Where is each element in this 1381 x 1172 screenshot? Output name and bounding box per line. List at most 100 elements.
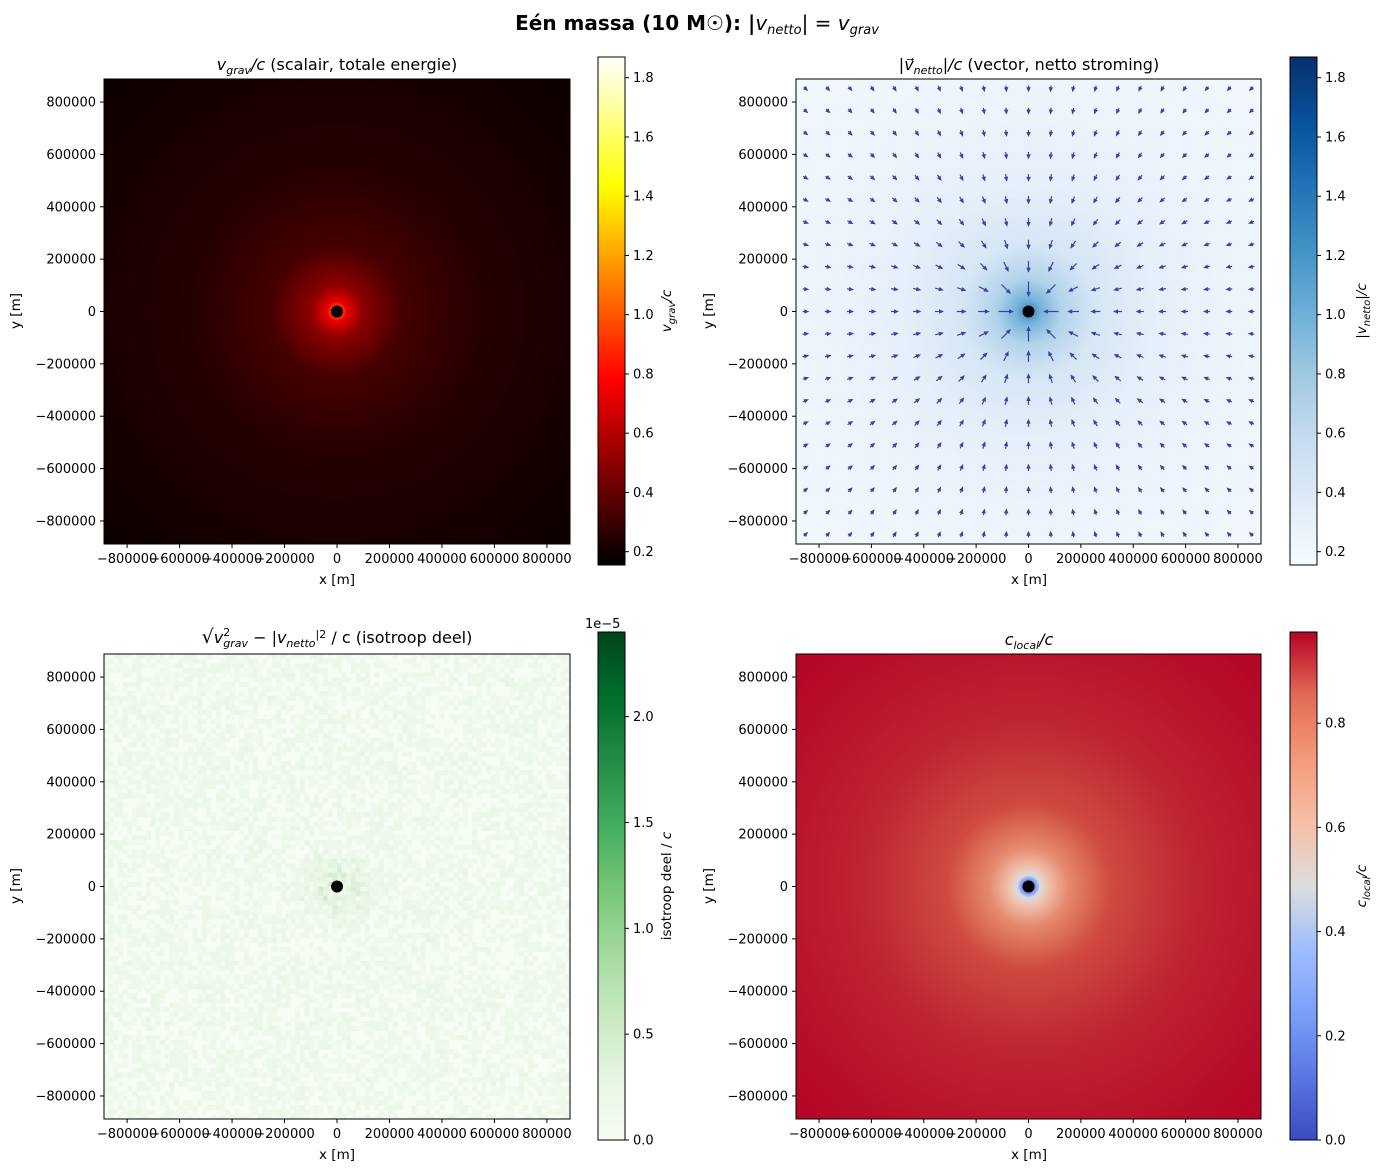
- quiver-arrow: [981, 486, 986, 494]
- quiver-arrow: [1181, 398, 1188, 404]
- colorbar-tick-label: 1.2: [1325, 249, 1346, 264]
- quiver-arrow: [802, 376, 810, 381]
- quiver-arrow: [869, 152, 876, 159]
- quiver-arrow: [1069, 352, 1078, 361]
- y-tick-label: −800000: [727, 514, 788, 529]
- quiver-arrow: [956, 331, 967, 336]
- quiver-arrow: [1137, 420, 1143, 426]
- y-tick-label: 200000: [738, 253, 788, 268]
- quiver-arrow: [1091, 263, 1100, 270]
- panel-vnetto: |v⃗netto|/c (vector, netto stroming) −80…: [701, 55, 1373, 588]
- quiver-arrow: [913, 309, 922, 314]
- y-tick-label: 400000: [46, 775, 96, 790]
- quiver-arrow: [935, 264, 944, 269]
- quiver-arrow: [1114, 375, 1122, 382]
- quiver-arrow: [1003, 441, 1009, 450]
- y-axis-label: y [m]: [8, 868, 24, 904]
- colorbar-tick-label: 0.8: [633, 367, 654, 382]
- quiver-arrow: [824, 219, 832, 224]
- quiver-arrow: [981, 463, 986, 471]
- quiver-arrow: [1116, 107, 1121, 115]
- quiver-arrow: [1026, 85, 1031, 93]
- quiver-arrow: [869, 509, 875, 515]
- quiver-arrow: [1203, 354, 1211, 359]
- quiver-arrow: [892, 531, 897, 538]
- quiver-arrow: [1247, 286, 1255, 292]
- quiver-arrow: [1136, 242, 1144, 247]
- quiver-arrow: [1248, 531, 1254, 537]
- quiver-arrow: [825, 531, 831, 537]
- quiver-arrow: [1226, 130, 1232, 136]
- x-tick-label: 0: [333, 1127, 341, 1142]
- colorbar-tick-label: 0.4: [1325, 486, 1346, 501]
- quiver-arrow: [1158, 264, 1166, 269]
- quiver-arrow: [1115, 196, 1121, 204]
- quiver-arrow: [1203, 264, 1211, 269]
- quiver-arrow: [1116, 130, 1121, 137]
- quiver-arrow: [824, 376, 832, 381]
- quiver-arrow: [998, 309, 1014, 314]
- quiver-arrow: [847, 130, 853, 136]
- quiver-arrow: [1071, 218, 1076, 227]
- quiver-arrow: [1003, 85, 1009, 93]
- quiver-arrow: [979, 262, 988, 271]
- quiver-arrow: [869, 264, 877, 269]
- quiver-arrow: [847, 86, 853, 92]
- quiver-arrow: [803, 487, 809, 493]
- quiver-arrow: [1180, 354, 1188, 359]
- quiver-arrow: [825, 465, 831, 471]
- quiver-arrow: [1113, 287, 1122, 292]
- quiver-arrow: [936, 196, 942, 204]
- quiver-arrow: [869, 442, 876, 448]
- quiver-arrow: [1247, 264, 1255, 269]
- quiver-arrow: [978, 331, 989, 337]
- quiver-arrow: [914, 508, 919, 516]
- quiver-arrow: [978, 309, 990, 314]
- colorbar-tick-label: 0.2: [633, 545, 654, 560]
- quiver-arrow: [1092, 218, 1099, 226]
- quiver-arrow: [1048, 441, 1054, 450]
- quiver-arrow: [1070, 374, 1077, 383]
- quiver-arrow: [1158, 331, 1167, 337]
- quiver-arrow: [914, 85, 919, 92]
- quiver-arrow: [1091, 353, 1100, 360]
- quiver-arrow: [1115, 419, 1121, 427]
- quiver-arrow: [1248, 487, 1254, 493]
- y-tick-label: −600000: [35, 1037, 96, 1052]
- quiver-arrow: [1204, 509, 1210, 515]
- quiver-arrow: [869, 175, 876, 181]
- x-tick-label: 0: [1024, 1127, 1032, 1142]
- quiver-arrow: [803, 152, 809, 158]
- quiver-arrow: [1026, 129, 1031, 137]
- quiver-arrow: [936, 174, 942, 181]
- quiver-arrow: [980, 374, 987, 383]
- quiver-arrow: [847, 108, 853, 114]
- quiver-arrow: [1090, 287, 1101, 292]
- quiver-arrow: [1135, 286, 1144, 292]
- quiver-arrow: [1203, 309, 1211, 314]
- y-tick-label: 200000: [46, 253, 96, 268]
- quiver-arrow: [1182, 86, 1188, 92]
- quiver-arrow: [1071, 85, 1076, 93]
- quiver-arrow: [1247, 242, 1255, 247]
- heatmap-noise-cells: [104, 654, 570, 1119]
- quiver-arrow: [1226, 443, 1232, 448]
- quiver-arrow: [825, 152, 831, 158]
- quiver-arrow: [1181, 242, 1188, 247]
- quiver-arrow: [1093, 419, 1098, 427]
- quiver-arrow: [1182, 509, 1188, 515]
- mass-marker: [331, 305, 343, 318]
- mass-marker: [1022, 305, 1035, 318]
- quiver-arrow: [1182, 108, 1188, 114]
- quiver-arrow: [1137, 174, 1143, 181]
- quiver-arrow: [1181, 152, 1188, 159]
- quiver-arrow: [1068, 331, 1079, 337]
- quiver-arrow: [1004, 218, 1009, 227]
- quiver-arrow: [1113, 331, 1122, 336]
- colorbar-tick-label: 1.8: [633, 71, 654, 86]
- colorbar-tick-label: 0.2: [1325, 545, 1346, 560]
- quiver-arrow: [869, 219, 876, 225]
- quiver-arrow: [1182, 487, 1188, 493]
- quiver-arrow: [1138, 508, 1143, 516]
- quiver-arrow: [1026, 350, 1031, 362]
